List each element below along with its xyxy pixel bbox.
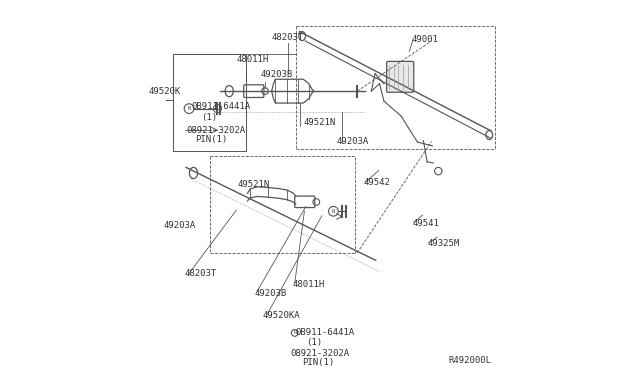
FancyBboxPatch shape xyxy=(387,61,413,92)
Text: 49203B: 49203B xyxy=(260,70,292,79)
Text: 49521N: 49521N xyxy=(303,118,335,127)
Text: 0B911-6441A: 0B911-6441A xyxy=(191,102,251,110)
Text: 48011H: 48011H xyxy=(292,280,324,289)
Text: (1): (1) xyxy=(201,113,217,122)
Text: 0B911-6441A: 0B911-6441A xyxy=(296,328,355,337)
Text: 49203B: 49203B xyxy=(255,289,287,298)
Text: 48203T: 48203T xyxy=(184,269,216,278)
Text: 48203T: 48203T xyxy=(271,33,304,42)
Text: N: N xyxy=(332,209,335,214)
Text: N: N xyxy=(293,330,296,336)
Text: 49001: 49001 xyxy=(411,35,438,44)
Text: PIN(1): PIN(1) xyxy=(195,135,227,144)
Text: R492000L: R492000L xyxy=(449,356,492,365)
Text: 49203A: 49203A xyxy=(164,221,196,230)
Text: 49520K: 49520K xyxy=(149,87,181,96)
Text: 49203A: 49203A xyxy=(337,137,369,146)
Text: 49520KA: 49520KA xyxy=(262,311,300,320)
Text: 48011H: 48011H xyxy=(236,55,269,64)
Text: 49325M: 49325M xyxy=(427,239,460,248)
Text: 49542: 49542 xyxy=(364,178,391,187)
Text: 49521N: 49521N xyxy=(237,180,269,189)
Text: PIN(1): PIN(1) xyxy=(302,358,334,367)
Text: 08921-3202A: 08921-3202A xyxy=(291,349,349,358)
Text: 08921-3202A: 08921-3202A xyxy=(186,126,245,135)
Text: (1): (1) xyxy=(306,339,322,347)
Text: 49541: 49541 xyxy=(412,219,439,228)
Text: N: N xyxy=(188,106,191,111)
